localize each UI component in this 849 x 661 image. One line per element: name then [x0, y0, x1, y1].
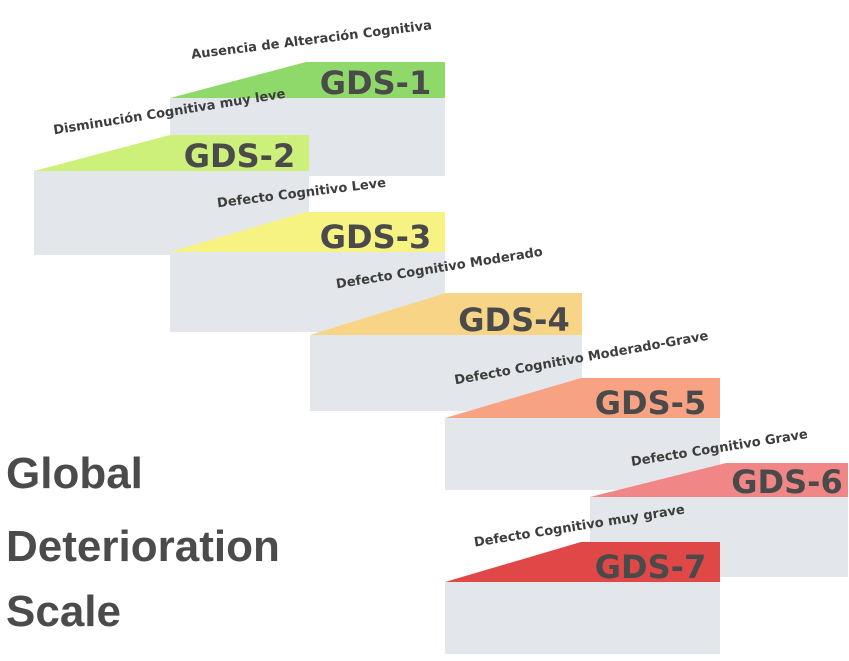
step-top-face-4 — [310, 293, 582, 335]
step-label-7: GDS-7 — [595, 548, 706, 586]
step-top-face-2 — [34, 135, 309, 171]
title-line-3: Scale — [6, 587, 121, 636]
step-top-face-1 — [170, 62, 445, 98]
step-label-5: GDS-5 — [595, 384, 706, 422]
title-line-2: Deterioration — [6, 522, 280, 571]
step-front-face-5 — [445, 418, 720, 490]
step-top-face-3 — [170, 212, 445, 252]
step-top-face-7 — [445, 542, 720, 582]
step-top-face-5 — [445, 378, 720, 418]
step-label-1: GDS-1 — [320, 64, 431, 102]
step-front-face-3 — [170, 252, 445, 332]
step-front-face-4 — [310, 335, 582, 411]
step-label-2: GDS-2 — [184, 137, 295, 175]
step-caption-1: Ausencia de Alteración Cognitiva — [190, 18, 432, 62]
step-front-face-7 — [445, 582, 720, 654]
step-top-face-6 — [590, 463, 848, 497]
step-label-4: GDS-4 — [458, 301, 569, 339]
step-label-6: GDS-6 — [731, 463, 842, 501]
title-line-1: Global — [6, 449, 143, 498]
step-label-3: GDS-3 — [320, 218, 431, 256]
